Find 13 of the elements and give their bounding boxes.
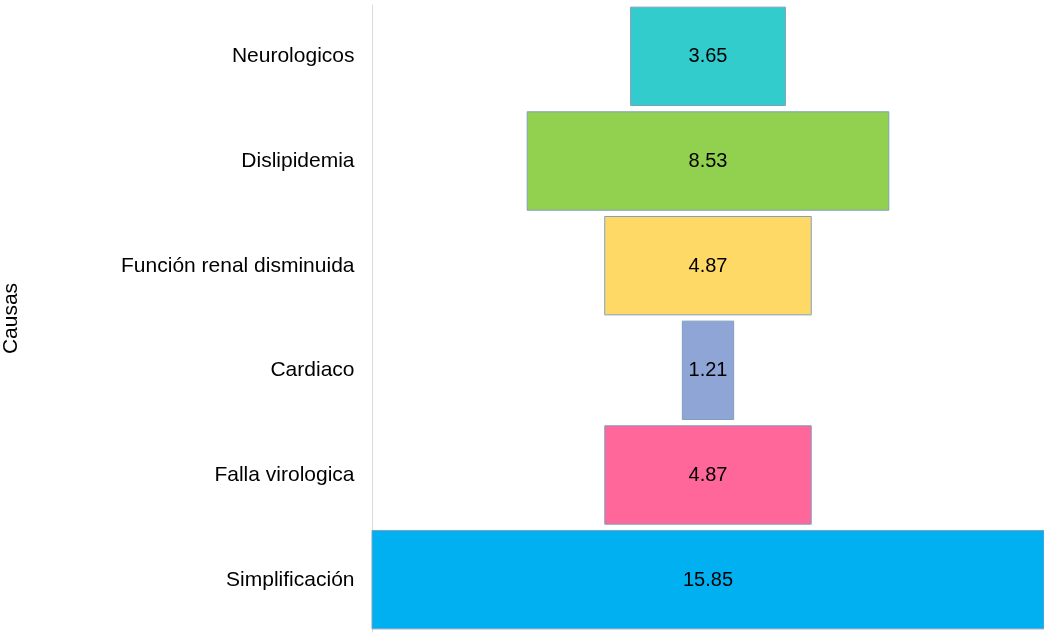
text: Causas bbox=[0, 282, 21, 355]
data-label: 4.87 bbox=[688, 253, 728, 276]
data-label: 15.85 bbox=[682, 567, 734, 590]
category-label: Cardiaco bbox=[270, 357, 355, 381]
data-label: 3.65 bbox=[688, 44, 728, 67]
category-label: Neurologicos bbox=[231, 43, 355, 67]
category-label: Simplificación bbox=[226, 566, 355, 590]
data-label: 4.87 bbox=[688, 463, 728, 485]
data-label: 8.53 bbox=[688, 149, 728, 171]
category-label: Dislipidemia bbox=[241, 148, 355, 171]
data-label: 1.21 bbox=[688, 358, 728, 381]
category-label: Función renal disminuida bbox=[121, 252, 355, 276]
category-label: Falla virologica bbox=[214, 462, 355, 485]
